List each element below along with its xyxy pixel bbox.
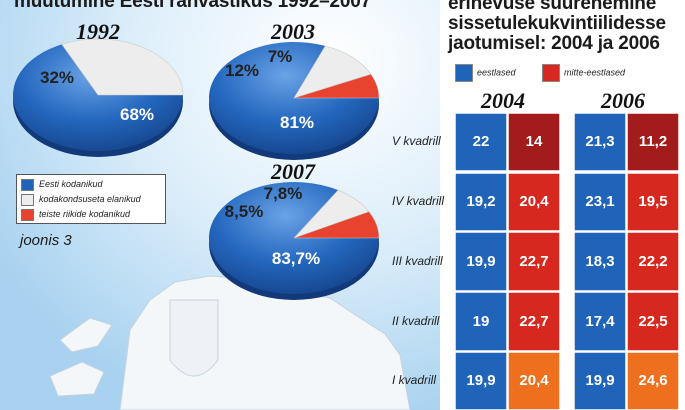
table-cell-2006-eestlased xyxy=(573,231,627,292)
pie-2003-label-teiste: 7% xyxy=(267,47,293,66)
pie-2007-label-eesti: 83,7% xyxy=(271,249,321,268)
table-cell-2004-eestlased xyxy=(454,351,508,410)
table-cell-value: 14 xyxy=(525,133,543,150)
table-cell-value: 17,4 xyxy=(585,312,615,330)
table-cell-value: 20,4 xyxy=(519,372,549,389)
legend-label: teiste riikide kodanikud xyxy=(39,209,131,219)
table-cell-value: 22,7 xyxy=(519,252,549,270)
table-cell-2006-mitte-eestlased xyxy=(626,351,680,410)
legend-swatch xyxy=(21,178,34,191)
legend-swatch xyxy=(21,193,34,206)
pie-1992-label-eesti: 68% xyxy=(119,105,155,124)
table-cell-value: 19,9 xyxy=(466,372,496,389)
legend-eestlased: eestlased xyxy=(455,64,516,82)
island-shape xyxy=(59,317,113,353)
island-shape xyxy=(49,361,105,397)
legend-mitte-eestlased: mitte-eestlased xyxy=(542,64,625,82)
legend-label: mitte-eestlased xyxy=(564,67,626,78)
left-chart-title: muutumine Eesti rahvastikus 1992–2007 xyxy=(14,0,371,12)
legend-label: eestlased xyxy=(477,67,516,78)
pie-legend-item-kodakondsuseta: kodakondsuseta elanikud xyxy=(21,193,141,207)
table-cell-value: 19,2 xyxy=(466,193,496,210)
table-cell-2006-eestlased xyxy=(573,112,627,172)
pie-2007-label-kodakondsuseta: 8,5% xyxy=(224,202,264,221)
pie-legend-item-eesti: Eesti kodanikud xyxy=(21,178,103,192)
table-cell-value: 22,2 xyxy=(638,252,668,270)
table-cell-value: 19,5 xyxy=(638,193,668,210)
table-cell-value: 23,1 xyxy=(585,193,615,210)
table-cell-value: 19 xyxy=(472,312,490,330)
pie-2007-year: 2007 xyxy=(271,159,315,184)
table-cell-2004-mitte-eestlased xyxy=(507,291,561,352)
table-cell-value: 20,4 xyxy=(519,193,549,210)
table-cell-2004-mitte-eestlased xyxy=(507,112,561,172)
table-cell-2004-eestlased xyxy=(454,172,508,232)
table-cell-2004-mitte-eestlased xyxy=(507,172,561,232)
right-chart-title-line2: sissetulekukvintiilidesse xyxy=(448,13,666,34)
quintile-label: I kvadrill xyxy=(392,373,437,387)
pie-1992-label-kodakondsuseta: 32% xyxy=(39,68,75,87)
pie-legend-item-teiste: teiste riikide kodanikud xyxy=(21,208,130,222)
table-cell-2004-eestlased xyxy=(454,291,508,352)
pie-2007-slice-2 xyxy=(293,211,380,239)
legend-label: Eesti kodanikud xyxy=(39,179,103,189)
table-cell-value: 24,6 xyxy=(638,372,668,389)
legend-swatch xyxy=(21,208,34,221)
table-cell-2004-mitte-eestlased xyxy=(507,231,561,292)
pie-2003-slice-1 xyxy=(293,45,372,99)
table-cell-2006-eestlased xyxy=(573,291,627,352)
quintile-label: II kvadrill xyxy=(392,313,440,328)
pie-1992-slice-1 xyxy=(61,38,184,96)
quintile-label: III kvadrill xyxy=(392,253,443,268)
quintile-label: IV kvadrill xyxy=(392,194,445,208)
table-year-2004: 2004 xyxy=(481,88,525,113)
table-cell-2006-eestlased xyxy=(573,351,627,410)
quintile-label: V kvadrill xyxy=(392,134,441,148)
table-cell-2006-mitte-eestlased xyxy=(626,112,680,172)
table-cell-2004-eestlased xyxy=(454,231,508,292)
pie-2003-year: 2003 xyxy=(271,19,315,44)
table-cell-value: 22,7 xyxy=(519,312,549,330)
legend-swatch xyxy=(542,64,560,82)
table-cell-value: 21,3 xyxy=(585,133,615,150)
figure-caption: joonis 3 xyxy=(20,232,72,249)
pie-2003-slice-2 xyxy=(293,73,380,99)
pie-1992-slice-0 xyxy=(13,44,184,151)
coat-of-arms-watermark xyxy=(169,299,219,377)
table-cell-2006-mitte-eestlased xyxy=(626,231,680,292)
table-cell-value: 22 xyxy=(472,133,490,150)
pie-2007-label-teiste: 7,8% xyxy=(263,184,303,203)
right-chart-title-line3: jaotumisel: 2004 ja 2006 xyxy=(448,33,660,54)
table-cell-2006-mitte-eestlased xyxy=(626,172,680,232)
legend-swatch xyxy=(455,64,473,82)
table-cell-value: 18,3 xyxy=(585,252,615,270)
table-cell-value: 19,9 xyxy=(466,252,496,270)
table-cell-2004-mitte-eestlased xyxy=(507,351,561,410)
table-cell-value: 19,9 xyxy=(585,372,615,389)
table-cell-2006-eestlased xyxy=(573,172,627,232)
right-chart-title-line1: erinevuse suurenemine xyxy=(448,0,657,14)
pie-legend: Eesti kodanikud kodakondsuseta elanikud … xyxy=(16,174,166,224)
pie-2003-label-kodakondsuseta: 12% xyxy=(224,61,260,80)
pie-2003-label-eesti: 81% xyxy=(279,113,315,132)
legend-label: kodakondsuseta elanikud xyxy=(39,194,141,204)
table-cell-value: 11,2 xyxy=(638,133,668,150)
table-cell-value: 22,5 xyxy=(638,312,668,330)
table-cell-2006-mitte-eestlased xyxy=(626,291,680,352)
pie-1992-year: 1992 xyxy=(76,19,120,44)
table-year-2006: 2006 xyxy=(601,88,645,113)
table-cell-2004-eestlased xyxy=(454,112,508,172)
